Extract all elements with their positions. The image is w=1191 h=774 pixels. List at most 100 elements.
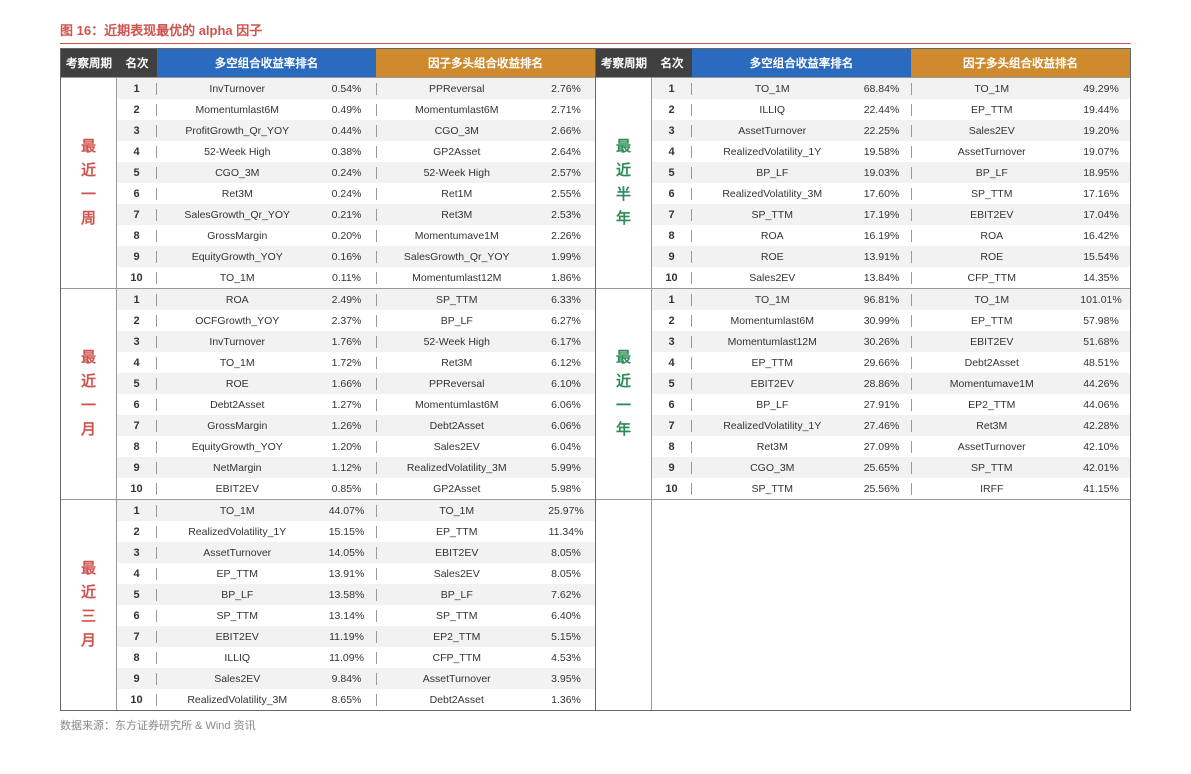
long-pair: RealizedVolatility_3M5.99% (377, 462, 596, 474)
rank-cell: 6 (652, 188, 692, 200)
long-value: 19.07% (1072, 146, 1130, 158)
ls-value: 17.19% (853, 209, 911, 221)
long-pair: CFP_TTM14.35% (912, 272, 1131, 284)
long-value: 11.34% (537, 526, 595, 538)
long-pair: EP_TTM11.34% (377, 526, 596, 538)
long-pair: AssetTurnover3.95% (377, 673, 596, 685)
long-value: 17.16% (1072, 188, 1130, 200)
rank-cell: 1 (117, 505, 157, 517)
ls-value: 2.37% (318, 315, 376, 327)
header-longshort: 多空组合收益率排名 (157, 49, 376, 77)
longshort-pair: ILLIQ22.44% (692, 104, 912, 116)
long-value: 2.26% (537, 230, 595, 242)
ls-value: 27.46% (853, 420, 911, 432)
table-row: 8Ret3M27.09%AssetTurnover42.10% (652, 436, 1130, 457)
table-row (652, 500, 1130, 521)
longshort-pair: EBIT2EV11.19% (157, 631, 377, 643)
long-value: 49.29% (1072, 83, 1130, 95)
long-value: 6.17% (537, 336, 595, 348)
rank-cell: 2 (117, 526, 157, 538)
long-factor: GP2Asset (377, 483, 538, 495)
long-factor: EP_TTM (912, 104, 1073, 116)
long-value: 2.57% (537, 167, 595, 179)
ls-factor: Ret3M (157, 188, 318, 200)
long-pair: SP_TTM42.01% (912, 462, 1131, 474)
table-row: 3Momentumlast12M30.26%EBIT2EV51.68% (652, 331, 1130, 352)
ls-factor: ROA (157, 294, 318, 306)
rank-cell: 3 (652, 125, 692, 137)
long-value: 6.33% (537, 294, 595, 306)
long-value: 6.06% (537, 399, 595, 411)
longshort-pair: OCFGrowth_YOY2.37% (157, 315, 377, 327)
long-pair: PPReversal6.10% (377, 378, 596, 390)
long-pair: 52-Week High6.17% (377, 336, 596, 348)
long-pair: EP2_TTM44.06% (912, 399, 1131, 411)
longshort-pair: Momentumlast6M30.99% (692, 315, 912, 327)
ls-value: 0.38% (318, 146, 376, 158)
ls-factor: EquityGrowth_YOY (157, 251, 318, 263)
ls-value: 1.26% (318, 420, 376, 432)
section-right-2 (596, 499, 1130, 710)
header-rank: 名次 (652, 49, 692, 77)
rank-cell: 1 (117, 294, 157, 306)
period-label: 最近一周 (61, 78, 117, 288)
ls-factor: RealizedVolatility_1Y (157, 526, 318, 538)
long-factor: 52-Week High (377, 167, 538, 179)
ls-factor: SP_TTM (692, 483, 853, 495)
longshort-pair: EP_TTM29.66% (692, 357, 912, 369)
table-row: 7RealizedVolatility_1Y27.46%Ret3M42.28% (652, 415, 1130, 436)
longshort-pair: ROA2.49% (157, 294, 377, 306)
ls-factor: ProfitGrowth_Qr_YOY (157, 125, 318, 137)
long-factor: Momentumlast6M (377, 104, 538, 116)
section-left-2: 最近三月1TO_1M44.07%TO_1M25.97%2RealizedVola… (61, 499, 595, 710)
ls-factor: Momentumlast6M (692, 315, 853, 327)
ls-factor: SP_TTM (157, 610, 318, 622)
rank-cell: 4 (117, 146, 157, 158)
long-factor: 52-Week High (377, 336, 538, 348)
long-pair: Ret1M2.55% (377, 188, 596, 200)
rank-cell: 4 (652, 146, 692, 158)
section-left-1: 最近一月1ROA2.49%SP_TTM6.33%2OCFGrowth_YOY2.… (61, 288, 595, 499)
table-header-row: 考察周期名次多空组合收益率排名因子多头组合收益排名 (61, 49, 595, 77)
long-value: 2.55% (537, 188, 595, 200)
ls-factor: BP_LF (692, 399, 853, 411)
long-value: 1.86% (537, 272, 595, 284)
ls-value: 0.20% (318, 230, 376, 242)
ls-factor: OCFGrowth_YOY (157, 315, 318, 327)
long-factor: EP2_TTM (912, 399, 1073, 411)
longshort-pair: EquityGrowth_YOY1.20% (157, 441, 377, 453)
long-value: 16.42% (1072, 230, 1130, 242)
rank-cell: 1 (652, 294, 692, 306)
ls-factor: BP_LF (157, 589, 318, 601)
figure-title: 近期表现最优的 alpha 因子 (104, 23, 262, 38)
ls-value: 1.12% (318, 462, 376, 474)
rank-cell: 7 (117, 420, 157, 432)
ls-factor: AssetTurnover (157, 547, 318, 559)
long-value: 2.71% (537, 104, 595, 116)
table-row: 6RealizedVolatility_3M17.60%SP_TTM17.16% (652, 183, 1130, 204)
long-factor: EBIT2EV (912, 209, 1073, 221)
long-value: 1.99% (537, 251, 595, 263)
long-pair: TO_1M25.97% (377, 505, 596, 517)
section-rows: 1InvTurnover0.54%PPReversal2.76%2Momentu… (117, 78, 595, 288)
long-factor: CGO_3M (377, 125, 538, 137)
ls-value: 13.91% (318, 568, 376, 580)
table-row: 10RealizedVolatility_3M8.65%Debt2Asset1.… (117, 689, 595, 710)
table-row: 8ILLIQ11.09%CFP_TTM4.53% (117, 647, 595, 668)
long-value: 42.10% (1072, 441, 1130, 453)
longshort-pair: AssetTurnover22.25% (692, 125, 912, 137)
period-label: 最近半年 (596, 78, 652, 288)
ls-factor: EP_TTM (157, 568, 318, 580)
rank-cell: 4 (652, 357, 692, 369)
long-pair: ROA16.42% (912, 230, 1131, 242)
ls-factor: SalesGrowth_Qr_YOY (157, 209, 318, 221)
long-value: 8.05% (537, 568, 595, 580)
longshort-pair: EquityGrowth_YOY0.16% (157, 251, 377, 263)
long-value: 6.04% (537, 441, 595, 453)
long-value: 25.97% (537, 505, 595, 517)
long-pair: Momentumlast6M6.06% (377, 399, 596, 411)
section-rows: 1TO_1M96.81%TO_1M101.01%2Momentumlast6M3… (652, 289, 1130, 499)
long-value: 6.06% (537, 420, 595, 432)
table-row: 4RealizedVolatility_1Y19.58%AssetTurnove… (652, 141, 1130, 162)
long-pair: Momentumave1M44.26% (912, 378, 1131, 390)
